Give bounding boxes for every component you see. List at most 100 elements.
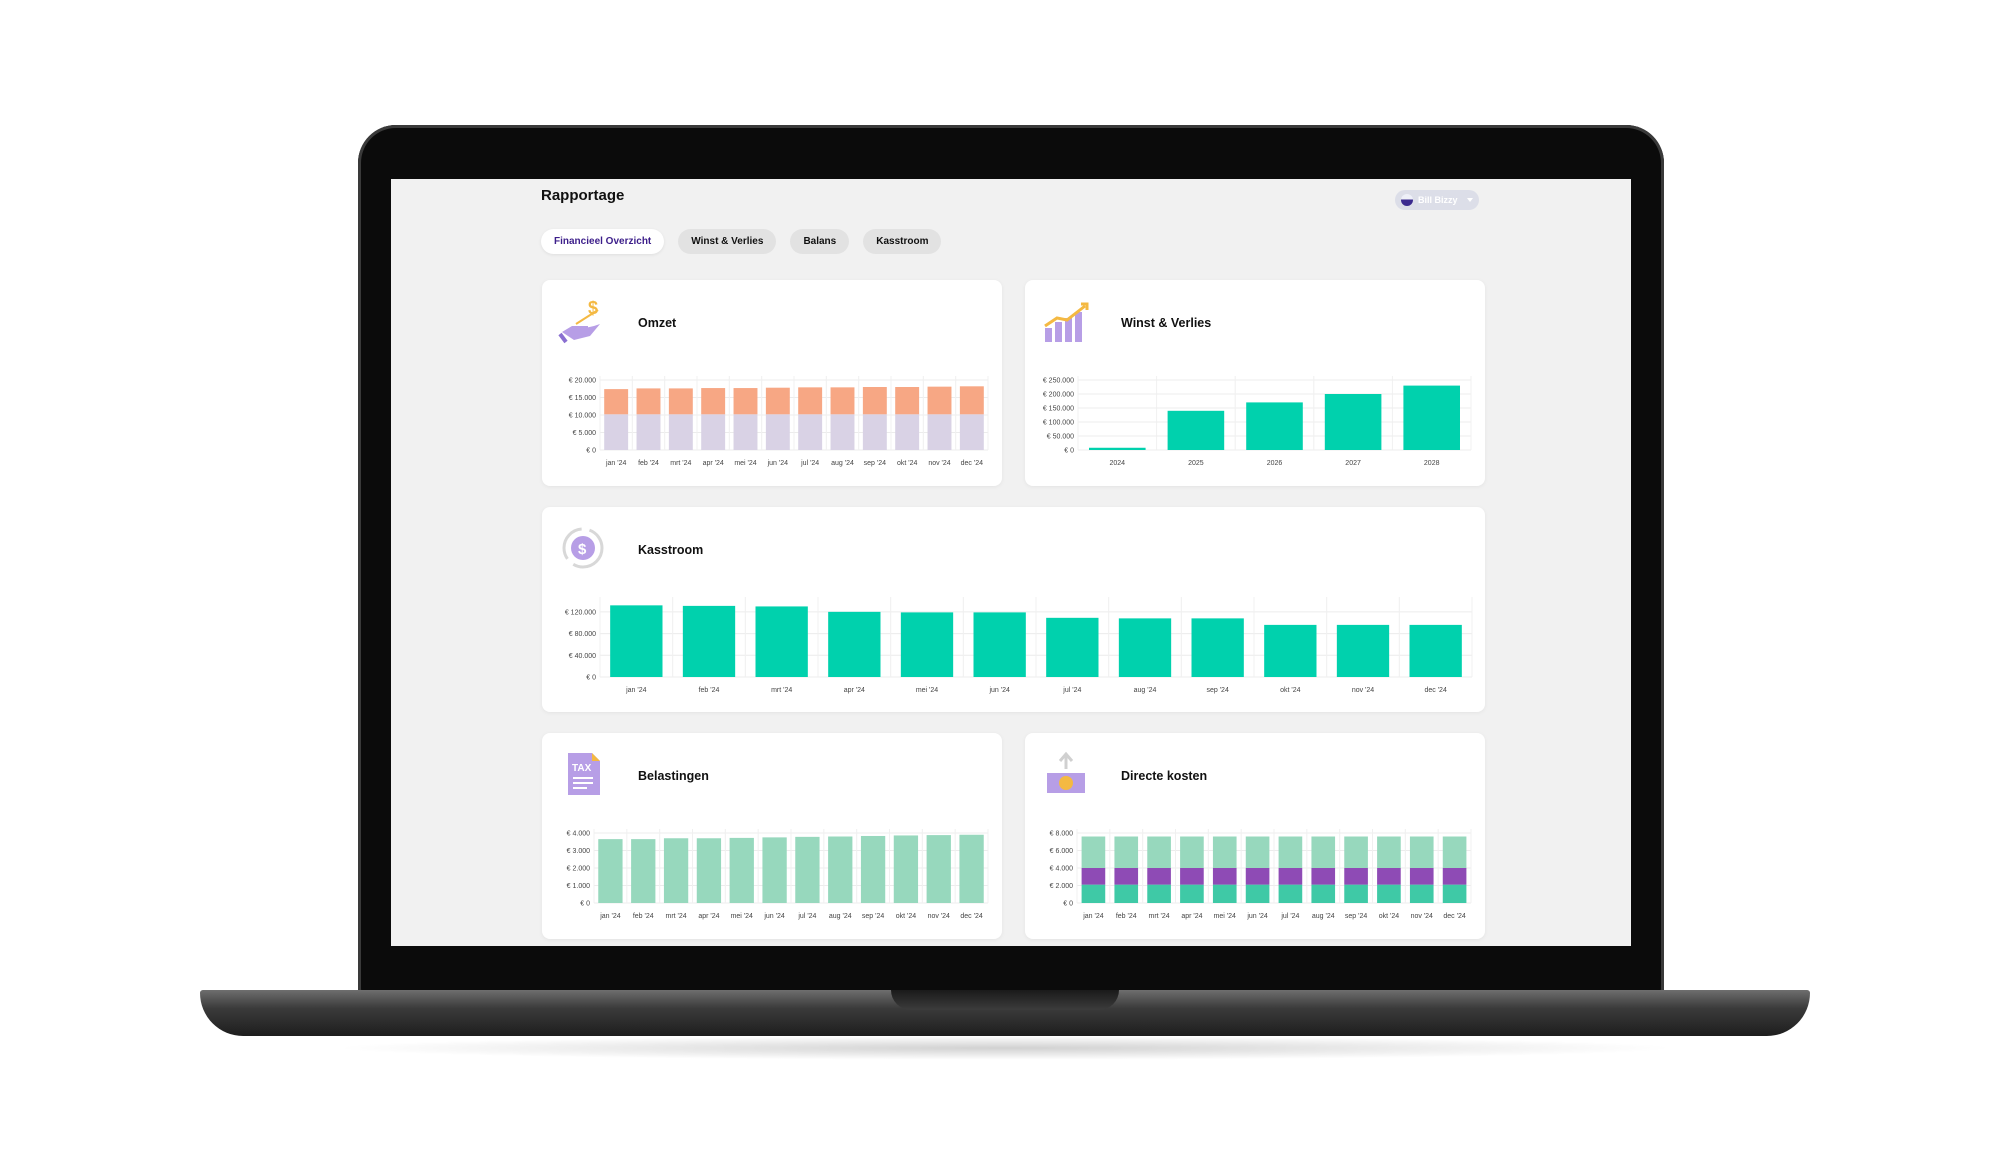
kosten-bar[interactable] <box>1245 836 1270 869</box>
omzet-bar[interactable] <box>765 414 790 450</box>
kosten-bar[interactable] <box>1278 884 1303 903</box>
omzet-bar[interactable] <box>895 387 920 415</box>
winst-bar[interactable] <box>1324 394 1382 450</box>
omzet-bar[interactable] <box>668 388 693 415</box>
tab-kasstroom[interactable]: Kasstroom <box>863 229 942 254</box>
kosten-bar[interactable] <box>1409 868 1434 885</box>
omzet-bar[interactable] <box>765 387 790 415</box>
winst-bar[interactable] <box>1246 402 1303 450</box>
kosten-bar[interactable] <box>1081 884 1106 903</box>
omzet-bar[interactable] <box>830 387 855 415</box>
belastingen-card[interactable]: TAX Belastingen € 0 € 1.000 € 2.000 € 3.000… <box>542 733 1002 939</box>
belastingen-bar[interactable] <box>828 836 853 904</box>
kosten-bar[interactable] <box>1245 868 1270 885</box>
omzet-bar[interactable] <box>798 414 823 450</box>
omzet-bar[interactable] <box>668 414 693 450</box>
kosten-bar[interactable] <box>1180 836 1204 869</box>
belastingen-bar[interactable] <box>926 835 951 903</box>
omzet-bar[interactable] <box>604 389 629 415</box>
kosten-bar[interactable] <box>1409 884 1434 903</box>
kosten-bar[interactable] <box>1212 836 1237 869</box>
omzet-bar[interactable] <box>733 414 758 450</box>
kosten-bar[interactable] <box>1180 884 1204 903</box>
omzet-card[interactable]: $ Omzet € 0 € 5.000 € 10.000 € 15.000 € 20.0… <box>542 280 1002 486</box>
kasstroom-bar[interactable] <box>1264 624 1317 677</box>
kosten-bar[interactable] <box>1442 868 1467 885</box>
belastingen-bar[interactable] <box>598 839 623 903</box>
kosten-bar[interactable] <box>1442 884 1467 903</box>
omzet-bar[interactable] <box>895 414 920 450</box>
user-menu[interactable]: Bill Bizzy <box>1395 190 1479 210</box>
winst-bar[interactable] <box>1167 410 1225 450</box>
omzet-bar[interactable] <box>701 388 726 415</box>
omzet-bar[interactable] <box>733 388 758 415</box>
belastingen-bar[interactable] <box>696 838 722 903</box>
belastingen-bar[interactable] <box>762 837 787 903</box>
directe-kosten-card[interactable]: Directe kosten € 0 € 2.000 € 4.000 € 6.000 €… <box>1025 733 1485 939</box>
belastingen-bar[interactable] <box>860 835 886 903</box>
kosten-bar[interactable] <box>1344 868 1368 885</box>
winst-bar[interactable] <box>1089 447 1146 450</box>
kasstroom-bar[interactable] <box>1046 617 1099 677</box>
kasstroom-bar[interactable] <box>1336 624 1390 677</box>
omzet-bar[interactable] <box>636 414 661 450</box>
omzet-bar[interactable] <box>862 387 887 415</box>
winst-verlies-card[interactable]: Winst & Verlies € 0 € 50.000 € 100.000 € 15… <box>1025 280 1485 486</box>
omzet-bar[interactable] <box>636 388 661 415</box>
belastingen-bar[interactable] <box>663 838 689 903</box>
kosten-bar[interactable] <box>1377 868 1401 885</box>
kasstroom-bar[interactable] <box>900 612 954 677</box>
kosten-bar[interactable] <box>1245 884 1270 903</box>
kasstroom-card[interactable]: $ Kasstroom € 0 € 40.000 € 80.000 € 120.000… <box>542 507 1485 712</box>
kasstroom-bar[interactable] <box>1409 624 1462 677</box>
kosten-bar[interactable] <box>1147 868 1171 885</box>
kosten-bar[interactable] <box>1344 884 1368 903</box>
omzet-bar[interactable] <box>798 387 823 415</box>
kosten-bar[interactable] <box>1311 884 1336 903</box>
omzet-bar[interactable] <box>862 414 887 450</box>
kasstroom-bar[interactable] <box>828 611 881 677</box>
kosten-bar[interactable] <box>1377 836 1401 869</box>
belastingen-bar[interactable] <box>795 836 820 903</box>
kosten-bar[interactable] <box>1081 868 1106 885</box>
omzet-bar[interactable] <box>959 386 984 415</box>
kosten-bar[interactable] <box>1147 884 1171 903</box>
kasstroom-bar[interactable] <box>610 605 663 677</box>
kosten-bar[interactable] <box>1409 836 1434 869</box>
kasstroom-bar[interactable] <box>755 606 808 677</box>
kosten-bar[interactable] <box>1114 868 1139 885</box>
kosten-bar[interactable] <box>1147 836 1171 869</box>
kosten-bar[interactable] <box>1377 884 1401 903</box>
kosten-bar[interactable] <box>1442 836 1467 869</box>
kasstroom-bar[interactable] <box>1118 618 1172 677</box>
kasstroom-bar[interactable] <box>1191 618 1244 677</box>
omzet-bar[interactable] <box>927 386 952 415</box>
tab-financieel-overzicht[interactable]: Financieel Overzicht <box>541 229 665 254</box>
belastingen-bar[interactable] <box>729 837 754 903</box>
omzet-bar[interactable] <box>701 414 726 450</box>
kosten-bar[interactable] <box>1278 868 1303 885</box>
kasstroom-bar[interactable] <box>682 605 736 677</box>
kosten-bar[interactable] <box>1180 868 1204 885</box>
belastingen-bar[interactable] <box>893 835 919 903</box>
belastingen-bar[interactable] <box>959 834 984 903</box>
kosten-bar[interactable] <box>1311 836 1336 869</box>
belastingen-bar[interactable] <box>631 839 656 903</box>
omzet-bar[interactable] <box>927 414 952 450</box>
winst-bar[interactable] <box>1403 385 1460 450</box>
kosten-bar[interactable] <box>1311 868 1336 885</box>
kosten-bar[interactable] <box>1114 836 1139 869</box>
kosten-bar[interactable] <box>1114 884 1139 903</box>
kosten-bar[interactable] <box>1081 836 1106 869</box>
kosten-bar[interactable] <box>1278 836 1303 869</box>
tab-balans[interactable]: Balans <box>790 229 850 254</box>
kasstroom-bar[interactable] <box>973 612 1026 677</box>
belastingen-x-tick-label: jun '24 <box>763 913 785 920</box>
kosten-bar[interactable] <box>1212 868 1237 885</box>
tab-winst-verlies[interactable]: Winst & Verlies <box>678 229 777 254</box>
kosten-bar[interactable] <box>1344 836 1368 869</box>
omzet-bar[interactable] <box>959 414 984 450</box>
omzet-bar[interactable] <box>604 414 629 450</box>
kosten-bar[interactable] <box>1212 884 1237 903</box>
omzet-bar[interactable] <box>830 414 855 450</box>
